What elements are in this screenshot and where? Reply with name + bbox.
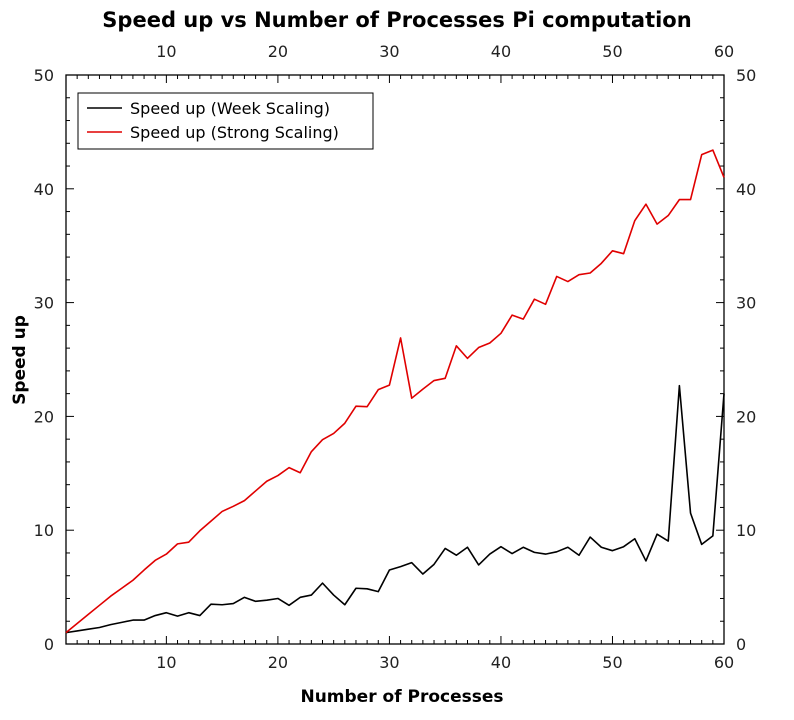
y-tick-label-right: 50	[736, 66, 756, 85]
y-tick-label-right: 20	[736, 407, 756, 426]
x-axis-title: Number of Processes	[300, 687, 503, 707]
x-tick-label-top: 30	[379, 42, 399, 61]
y-tick-label-left: 50	[34, 66, 54, 85]
y-tick-label-left: 20	[34, 407, 54, 426]
x-tick-label-top: 40	[491, 42, 511, 61]
x-tick-label-top: 50	[602, 42, 622, 61]
legend-label-week-scaling: Speed up (Week Scaling)	[130, 99, 330, 118]
x-tick-label-bottom: 60	[714, 653, 734, 672]
y-tick-label-left: 30	[34, 294, 54, 313]
y-tick-label-right: 10	[736, 521, 756, 540]
y-tick-label-right: 0	[736, 635, 746, 654]
x-tick-label-bottom: 10	[156, 653, 176, 672]
series-line-week-scaling	[65, 384, 725, 634]
y-axis-title: Speed up	[10, 315, 30, 405]
chart-title: Speed up vs Number of Processes Pi compu…	[102, 8, 691, 32]
y-tick-label-left: 10	[34, 521, 54, 540]
y-tick-label-left: 0	[44, 635, 54, 654]
plot-frame	[65, 74, 725, 645]
legend-box	[77, 92, 374, 150]
legend-label-strong-scaling: Speed up (Strong Scaling)	[130, 123, 339, 142]
x-tick-label-top: 10	[156, 42, 176, 61]
y-tick-label-left: 40	[34, 180, 54, 199]
x-tick-label-bottom: 30	[379, 653, 399, 672]
x-tick-label-bottom: 40	[491, 653, 511, 672]
legend: Speed up (Week Scaling) Speed up (Strong…	[77, 92, 374, 150]
x-tick-label-top: 20	[268, 42, 288, 61]
series-line-strong-scaling	[65, 149, 725, 634]
y-tick-label-right: 40	[736, 180, 756, 199]
series-layer	[65, 149, 725, 634]
y-tick-label-right: 30	[736, 294, 756, 313]
ticks-layer	[65, 74, 725, 645]
x-tick-label-bottom: 50	[602, 653, 622, 672]
x-tick-label-bottom: 20	[268, 653, 288, 672]
x-tick-label-top: 60	[714, 42, 734, 61]
